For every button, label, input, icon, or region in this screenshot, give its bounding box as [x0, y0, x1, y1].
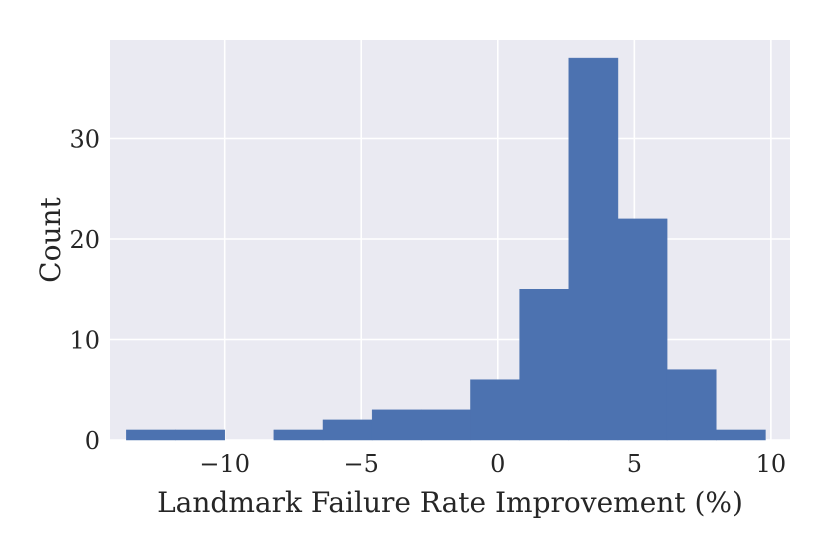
y-tick-label: 10	[69, 326, 100, 354]
y-tick-label: 20	[69, 226, 100, 254]
y-tick-label: 0	[85, 427, 100, 455]
histogram-bar	[716, 429, 766, 441]
x-axis-label: Landmark Failure Rate Improvement (%)	[157, 486, 743, 519]
histogram-bar	[666, 369, 717, 441]
histogram-bar	[421, 409, 471, 441]
histogram-bar	[322, 419, 373, 441]
x-axis-ticks: −10 −5 0 5 10	[199, 450, 786, 478]
x-tick-label: 0	[490, 450, 505, 478]
y-axis-label: Count	[34, 196, 67, 282]
y-tick-label: 30	[69, 125, 100, 153]
histogram-bar	[273, 429, 324, 441]
histogram-bar	[371, 409, 422, 441]
histogram-bars	[126, 57, 766, 441]
histogram-bar	[126, 429, 176, 441]
x-tick-label: −5	[344, 450, 379, 478]
histogram-bar	[519, 288, 570, 441]
x-tick-label: −10	[199, 450, 250, 478]
histogram-bar	[470, 379, 520, 441]
histogram-bar	[175, 429, 225, 441]
x-tick-label: 5	[627, 450, 642, 478]
histogram-bar	[568, 57, 619, 441]
x-tick-label: 10	[756, 450, 787, 478]
histogram-bar	[617, 218, 668, 441]
y-axis-ticks: 0 10 20 30	[69, 125, 100, 455]
